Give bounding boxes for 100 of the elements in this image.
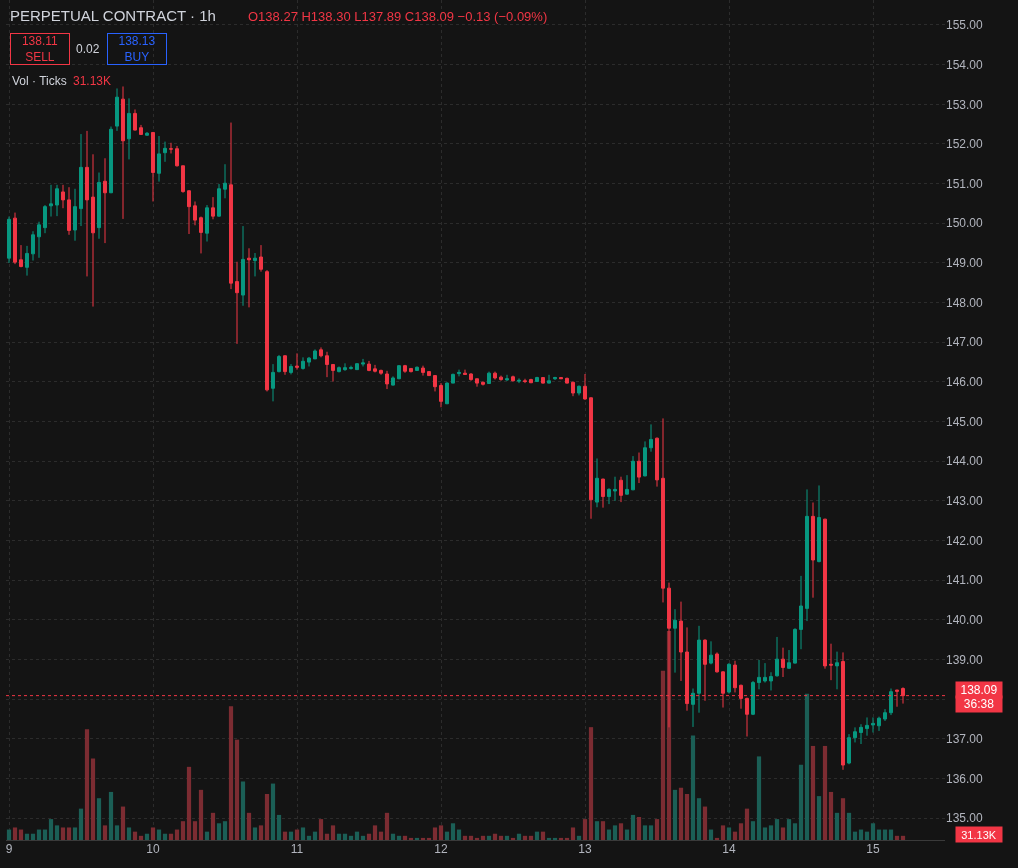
y-tick-label: 153.00	[946, 97, 984, 112]
bar	[114, 825, 120, 840]
y-tick-label: 147.00	[946, 335, 984, 350]
y-tick-label: 140.00	[946, 613, 984, 628]
bar	[438, 825, 444, 840]
candlestick	[139, 124, 143, 136]
bar	[834, 812, 840, 840]
bar	[300, 827, 306, 840]
candlestick	[229, 122, 233, 290]
candlestick	[655, 436, 659, 488]
bar	[846, 812, 852, 840]
candlestick	[109, 126, 113, 194]
candlestick	[781, 647, 785, 678]
bar	[96, 798, 102, 840]
candlestick	[649, 423, 653, 453]
candlestick	[283, 354, 287, 376]
bar	[216, 823, 222, 840]
candlestick	[799, 575, 803, 650]
candlestick	[55, 184, 59, 217]
text: PERPETUAL CONTRACT · 1h	[10, 7, 216, 25]
y-tick-label: 149.00	[946, 256, 984, 271]
candlestick	[769, 671, 773, 691]
candlestick	[493, 371, 497, 381]
candlestick	[415, 365, 419, 372]
candlestick	[409, 367, 413, 373]
candlestick	[697, 625, 701, 714]
candlestick	[463, 369, 467, 376]
candlestick	[571, 381, 575, 397]
candlestick	[751, 680, 755, 716]
candlestick	[187, 189, 191, 235]
y-tick-label: 155.00	[946, 18, 984, 33]
bar	[636, 817, 642, 840]
candlestick	[583, 373, 587, 401]
y-tick-label: 150.00	[946, 216, 984, 231]
bar	[720, 825, 726, 840]
bar	[684, 794, 690, 840]
candlestick	[169, 142, 173, 154]
y-tick-label: 154.00	[946, 57, 984, 72]
candlestick	[793, 627, 797, 665]
bar	[678, 787, 684, 840]
bar	[108, 791, 114, 840]
candlestick	[595, 457, 599, 508]
candlestick	[853, 726, 857, 743]
candlestick	[829, 643, 833, 681]
candlestick	[79, 133, 83, 227]
bar	[384, 812, 390, 840]
candlestick	[391, 375, 395, 386]
bar	[162, 833, 168, 840]
bar	[120, 806, 126, 840]
candlestick	[253, 252, 257, 277]
text: 36:38	[963, 697, 995, 711]
candlestick	[565, 377, 569, 385]
bar	[324, 833, 330, 840]
candlestick	[367, 360, 371, 372]
bar	[456, 829, 462, 840]
candlestick	[613, 476, 617, 502]
y-tick-label: 146.00	[946, 375, 984, 390]
candlestick	[247, 247, 251, 308]
bar	[744, 808, 750, 840]
bar	[852, 831, 858, 840]
y-tick-label: 139.00	[946, 652, 984, 667]
y-tick-label: 143.00	[946, 494, 984, 509]
bar	[54, 825, 60, 840]
candlestick	[763, 662, 767, 684]
candlestick	[835, 651, 839, 690]
candlestick	[805, 488, 809, 622]
bar	[570, 827, 576, 840]
bar	[90, 758, 96, 840]
candlestick	[445, 381, 449, 405]
bar	[876, 829, 882, 840]
bar	[642, 825, 648, 840]
bar	[624, 829, 630, 840]
candlestick	[277, 354, 281, 373]
candlestick	[541, 376, 545, 385]
candlestick	[451, 373, 455, 384]
candlestick	[25, 245, 29, 277]
bar	[732, 831, 738, 840]
bar	[450, 823, 456, 840]
candlestick	[115, 87, 119, 132]
candlestick	[85, 130, 89, 277]
y-tick-label: 137.00	[946, 732, 984, 747]
bar	[198, 789, 204, 840]
bar	[342, 833, 348, 840]
bar	[378, 831, 384, 840]
bar	[582, 819, 588, 840]
candlestick	[871, 716, 875, 734]
bar	[192, 821, 198, 840]
candlestick	[103, 157, 107, 244]
candlestick	[199, 216, 203, 254]
candlestick	[217, 183, 221, 218]
bar	[630, 814, 636, 840]
candlestick	[643, 440, 647, 477]
bar	[534, 831, 540, 840]
candlestick	[709, 640, 713, 665]
bar	[816, 796, 822, 840]
bar	[174, 829, 180, 840]
candlestick	[49, 184, 53, 218]
candlestick	[529, 378, 533, 384]
bar	[204, 831, 210, 840]
bar	[798, 764, 804, 840]
